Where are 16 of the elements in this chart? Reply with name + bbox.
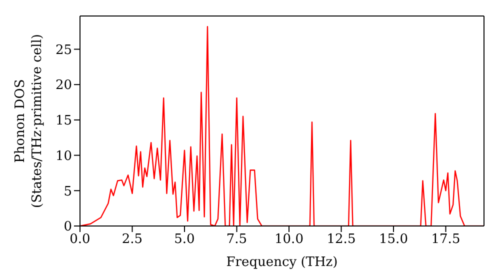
y-tick-label: 20: [55, 78, 72, 94]
y-tick-label: 10: [55, 148, 72, 164]
y-tick-label: 15: [55, 114, 72, 129]
x-tick-label: 17.5: [431, 232, 460, 248]
y-tick-label: 5: [64, 184, 72, 200]
x-tick-label: 5.0: [174, 232, 195, 248]
x-tick-label: 2.5: [122, 232, 143, 248]
x-tick-label: 15.0: [379, 232, 408, 248]
y-tick-label: 25: [55, 42, 72, 58]
x-tick-label: 7.5: [226, 232, 248, 248]
x-tick-label: 12.5: [326, 232, 356, 248]
x-axis-title: Frequency (THz): [226, 255, 338, 270]
x-tick-label: 0.0: [70, 232, 90, 248]
y-axis-title: Phonon DOS (States/THz·primitive cell): [13, 34, 45, 208]
y-tick-label: 0: [64, 220, 72, 235]
x-tick-label: 10.0: [274, 232, 304, 248]
